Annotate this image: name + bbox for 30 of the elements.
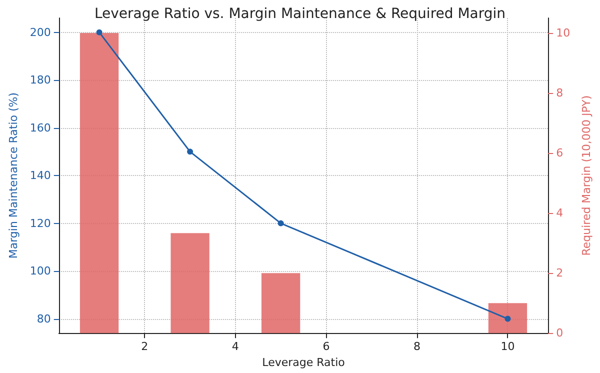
bar	[488, 303, 528, 334]
y-tick-label: 100	[30, 264, 51, 278]
bar	[261, 273, 300, 334]
y2-tick-label: 10	[556, 26, 570, 40]
bar	[170, 233, 210, 334]
y2-tick-label: 2	[556, 266, 564, 280]
x-tick-label: 6	[322, 340, 330, 354]
x-tick-label: 4	[232, 340, 239, 354]
y2-tick-label: 6	[556, 146, 564, 160]
y-tick-label: 180	[30, 74, 51, 87]
x-tick-label: 2	[141, 340, 148, 354]
x-tick-label: 8	[413, 340, 420, 354]
point	[278, 220, 284, 226]
point	[96, 29, 102, 36]
y-axis-title: Margin Maintenance Ratio (%)	[7, 92, 20, 259]
y2-tick-label: 4	[556, 206, 564, 220]
y-tick-label: 160	[30, 121, 51, 134]
y-tick-label: 140	[30, 169, 51, 182]
x-tick-label: 10	[500, 340, 515, 354]
x-axis-title: Leverage Ratio	[262, 356, 346, 369]
point	[187, 148, 194, 155]
y-tick-label: 80	[36, 312, 51, 326]
y2-tick-label: 8	[556, 86, 564, 100]
point	[504, 316, 511, 322]
y2-tick-label: 0	[556, 326, 564, 340]
y-tick-label: 200	[30, 26, 51, 39]
y2-axis-title: Required Margin (10,000 JPY)	[580, 95, 593, 256]
y-tick-label: 120	[30, 216, 51, 230]
bar	[80, 33, 119, 334]
chart-title: Leverage Ratio vs. Margin Maintenance & Required Margin	[94, 6, 506, 22]
